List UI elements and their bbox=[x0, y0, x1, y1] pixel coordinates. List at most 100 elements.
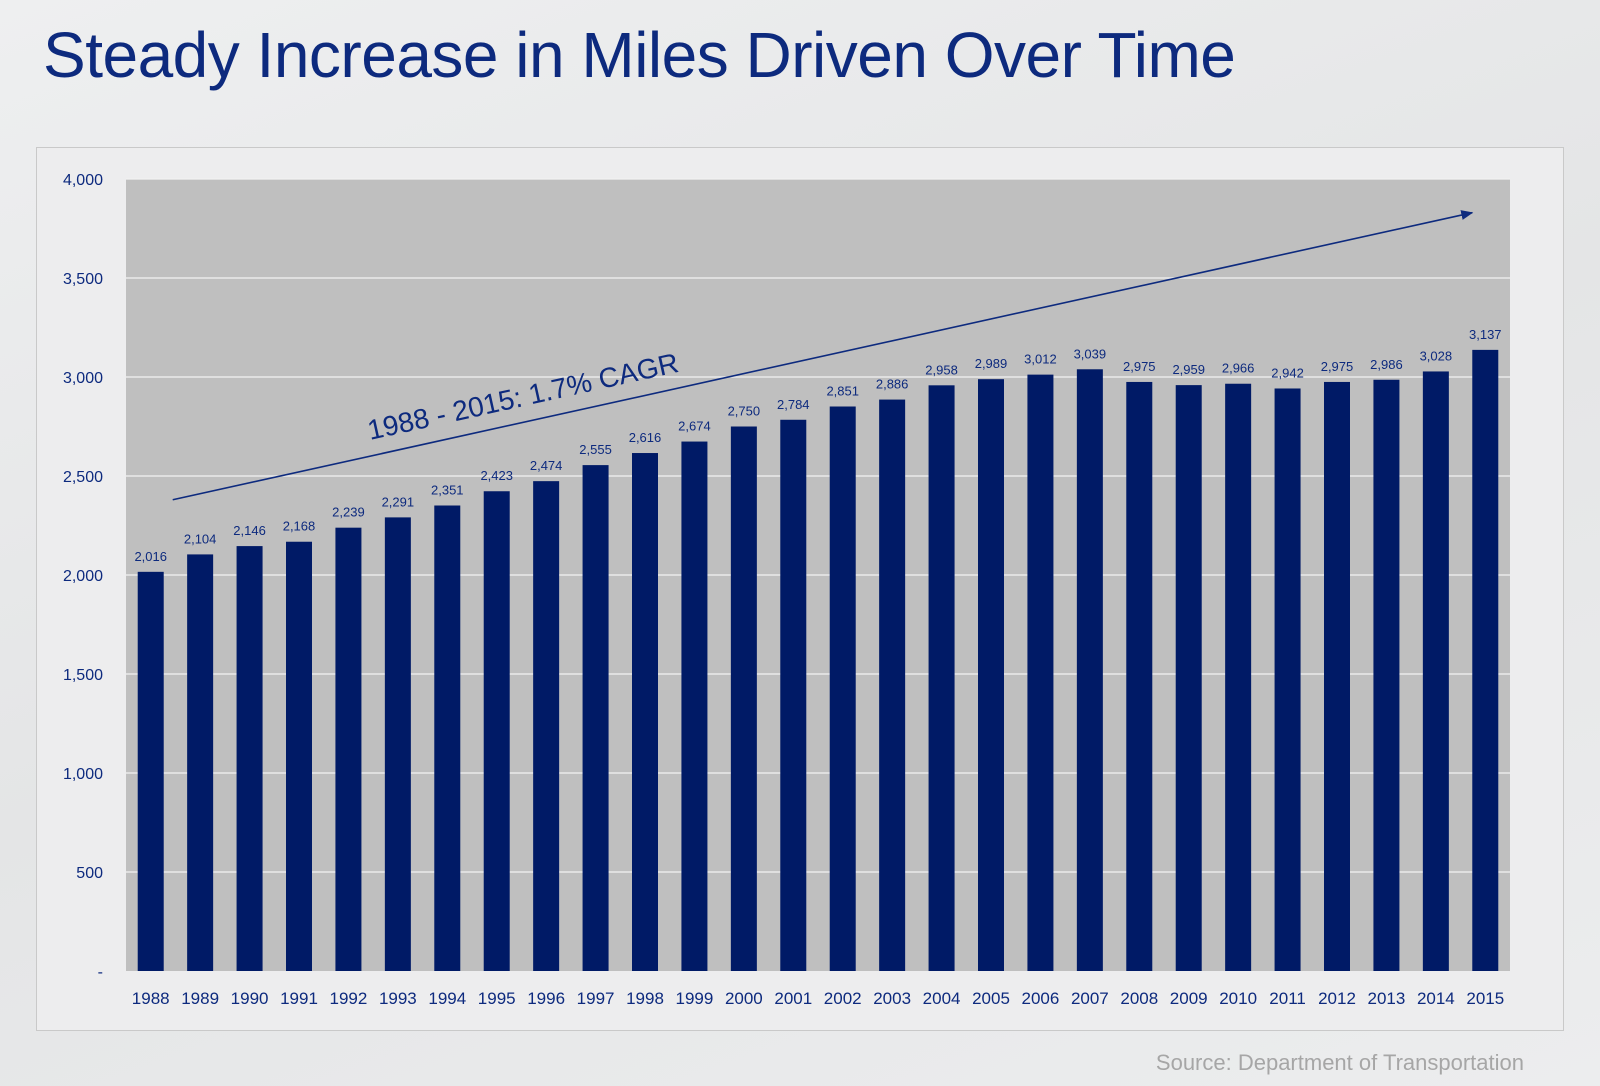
data-label: 2,958 bbox=[925, 362, 958, 377]
bar-2001 bbox=[780, 419, 807, 971]
data-label: 2,966 bbox=[1222, 361, 1255, 376]
bar-1988 bbox=[137, 571, 164, 971]
bar-2005 bbox=[978, 379, 1004, 971]
x-tick-label: 1989 bbox=[181, 989, 219, 1008]
x-tick-label: 1994 bbox=[428, 989, 466, 1008]
x-tick-label: 1993 bbox=[379, 989, 417, 1008]
data-label: 2,959 bbox=[1172, 362, 1205, 377]
y-tick-label: - bbox=[98, 964, 103, 981]
y-axis: - 500 1,000 1,500 2,000 2,500 3,000 3,500 4,000 bbox=[63, 172, 103, 981]
bar-1993 bbox=[384, 517, 411, 971]
bar-1991 bbox=[286, 541, 312, 971]
bar-2009 bbox=[1175, 385, 1202, 971]
bar-1996 bbox=[533, 481, 560, 971]
y-tick-label: 1,000 bbox=[63, 766, 103, 783]
bar-2008 bbox=[1126, 381, 1153, 971]
source-note: Source: Department of Transportation bbox=[1155, 1050, 1524, 1075]
data-label: 2,986 bbox=[1370, 357, 1403, 372]
bar-1992 bbox=[335, 527, 362, 971]
data-label: 2,423 bbox=[480, 468, 513, 483]
x-tick-label: 1999 bbox=[676, 989, 714, 1008]
y-tick-label: 2,000 bbox=[63, 568, 103, 585]
x-tick-label: 2002 bbox=[824, 989, 862, 1008]
data-label: 3,137 bbox=[1469, 327, 1502, 342]
data-label: 2,784 bbox=[777, 397, 810, 412]
data-label: 2,942 bbox=[1271, 365, 1304, 380]
bar-2011 bbox=[1274, 388, 1301, 971]
y-tick-label: 2,500 bbox=[63, 469, 103, 486]
bar-2003 bbox=[879, 399, 906, 971]
x-axis: 1988 1989 1990 1991 1992 1993 1994 1995 1996 1997… bbox=[132, 989, 1504, 1008]
bar-1994 bbox=[434, 505, 461, 971]
data-label: 2,555 bbox=[579, 442, 612, 457]
x-tick-label: 2001 bbox=[774, 989, 812, 1008]
data-label: 2,616 bbox=[629, 430, 662, 445]
data-label: 2,016 bbox=[134, 549, 167, 564]
x-tick-label: 1992 bbox=[330, 989, 368, 1008]
data-label: 2,851 bbox=[826, 384, 859, 399]
bar-1989 bbox=[187, 554, 214, 971]
chart-frame: 2,016 2,104 2,146 2,168 2,239 2,291 2,351 2,423… bbox=[36, 147, 1564, 1031]
bar-2010 bbox=[1225, 383, 1252, 971]
bar-2014 bbox=[1422, 371, 1449, 971]
x-tick-label: 2008 bbox=[1120, 989, 1158, 1008]
x-tick-label: 2006 bbox=[1022, 989, 1060, 1008]
x-tick-label: 1990 bbox=[231, 989, 269, 1008]
bar-1990 bbox=[236, 546, 263, 971]
data-labels: 2,016 2,104 2,146 2,168 2,239 2,291 2,351 2,423… bbox=[134, 327, 1501, 564]
bar-series bbox=[137, 349, 1499, 972]
x-tick-label: 1998 bbox=[626, 989, 664, 1008]
data-label: 2,989 bbox=[975, 356, 1008, 371]
trend-arrow bbox=[172, 210, 1474, 501]
bar-chart: 2,016 2,104 2,146 2,168 2,239 2,291 2,351 2,423… bbox=[63, 172, 1510, 1008]
x-tick-label: 2003 bbox=[873, 989, 911, 1008]
x-tick-label: 2011 bbox=[1269, 989, 1306, 1008]
data-label: 2,886 bbox=[876, 377, 909, 392]
bar-2013 bbox=[1373, 379, 1400, 972]
x-tick-label: 2005 bbox=[972, 989, 1010, 1008]
bar-2006 bbox=[1027, 374, 1054, 971]
bar-2007 bbox=[1076, 369, 1103, 971]
bar-1997 bbox=[582, 465, 609, 971]
data-label: 2,168 bbox=[283, 519, 316, 534]
data-label: 2,474 bbox=[530, 458, 563, 473]
bar-1999 bbox=[681, 441, 708, 972]
page-title: Steady Increase in Miles Driven Over Tim… bbox=[43, 19, 1236, 91]
data-label: 2,750 bbox=[728, 404, 761, 419]
data-label: 2,975 bbox=[1123, 359, 1156, 374]
x-tick-label: 2014 bbox=[1417, 989, 1455, 1008]
data-label: 2,674 bbox=[678, 419, 711, 434]
x-tick-label: 1991 bbox=[280, 989, 318, 1008]
x-tick-label: 2015 bbox=[1466, 989, 1504, 1008]
bar-2002 bbox=[829, 406, 856, 971]
x-tick-label: 1995 bbox=[478, 989, 516, 1008]
x-tick-label: 1996 bbox=[527, 989, 565, 1008]
x-tick-label: 2013 bbox=[1368, 989, 1406, 1008]
x-tick-label: 2009 bbox=[1170, 989, 1208, 1008]
data-label: 2,104 bbox=[184, 531, 217, 546]
y-tick-label: 4,000 bbox=[63, 172, 103, 189]
x-tick-label: 2012 bbox=[1318, 989, 1356, 1008]
data-label: 2,975 bbox=[1321, 359, 1354, 374]
data-label: 2,291 bbox=[382, 494, 415, 509]
y-tick-label: 500 bbox=[76, 865, 103, 882]
x-tick-label: 1997 bbox=[577, 989, 615, 1008]
data-label: 3,028 bbox=[1420, 348, 1453, 363]
data-label: 3,039 bbox=[1074, 346, 1107, 361]
data-label: 2,351 bbox=[431, 483, 464, 498]
bar-2004 bbox=[928, 385, 955, 971]
data-label: 2,239 bbox=[332, 505, 365, 520]
x-tick-label: 2010 bbox=[1219, 989, 1257, 1008]
bar-2015 bbox=[1472, 349, 1499, 971]
x-tick-label: 2004 bbox=[923, 989, 961, 1008]
x-tick-label: 1988 bbox=[132, 989, 170, 1008]
data-label: 3,012 bbox=[1024, 352, 1057, 367]
x-tick-label: 2007 bbox=[1071, 989, 1109, 1008]
bar-1998 bbox=[632, 453, 658, 972]
x-tick-label: 2000 bbox=[725, 989, 763, 1008]
y-tick-label: 3,500 bbox=[63, 271, 103, 288]
y-tick-label: 3,000 bbox=[63, 370, 103, 387]
bar-2012 bbox=[1324, 381, 1350, 971]
data-label: 2,146 bbox=[233, 523, 266, 538]
y-tick-label: 1,500 bbox=[63, 667, 103, 684]
